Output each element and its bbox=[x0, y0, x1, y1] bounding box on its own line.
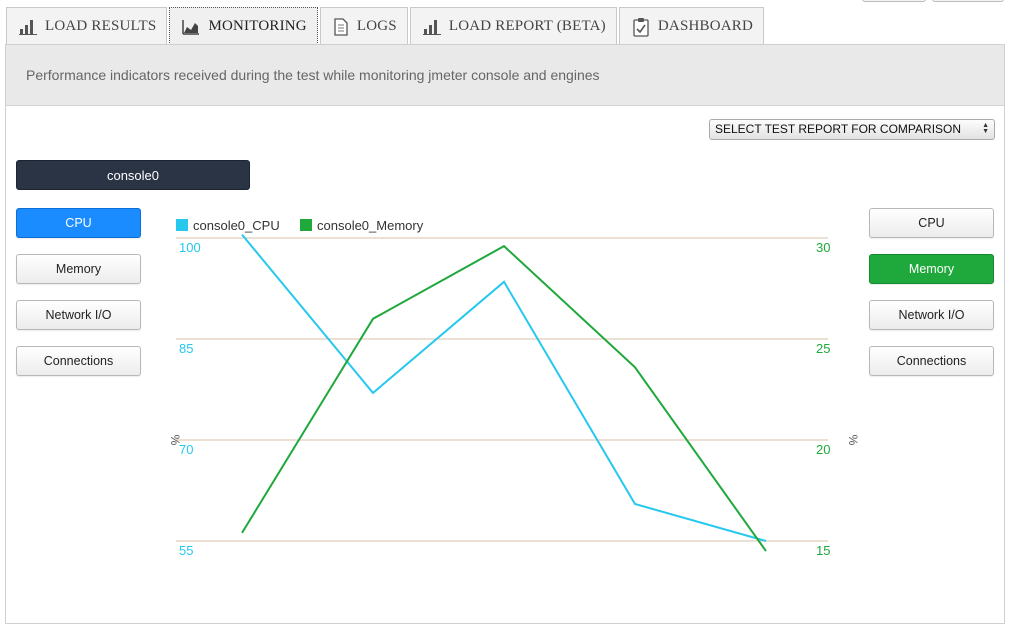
compare-select-label: SELECT TEST REPORT FOR COMPARISON bbox=[715, 122, 962, 136]
bar-chart-icon bbox=[19, 19, 37, 35]
document-icon bbox=[334, 17, 348, 36]
left-memory-button[interactable]: Memory bbox=[16, 254, 141, 284]
tab-load-results[interactable]: LOAD RESULTS bbox=[6, 7, 168, 45]
tab-label: LOAD RESULTS bbox=[45, 18, 157, 34]
button-label: Network I/O bbox=[898, 308, 965, 322]
right-cpu-button[interactable]: CPU bbox=[869, 208, 994, 238]
tab-load-report[interactable]: LOAD REPORT (BETA) bbox=[409, 7, 617, 45]
area-chart-icon bbox=[182, 19, 200, 35]
clipboard-check-icon bbox=[633, 17, 649, 37]
engine-select-button[interactable]: console0 bbox=[16, 160, 250, 190]
banner-text: Performance indicators received during t… bbox=[26, 67, 600, 83]
left-connections-button[interactable]: Connections bbox=[16, 346, 141, 376]
button-label: Memory bbox=[908, 262, 955, 276]
button-label: CPU bbox=[65, 216, 92, 230]
engine-label: console0 bbox=[106, 167, 160, 183]
tab-label: LOAD REPORT (BETA) bbox=[448, 18, 606, 34]
button-label: Network I/O bbox=[45, 308, 112, 322]
top-control-stub[interactable] bbox=[932, 0, 1004, 2]
right-memory-button[interactable]: Memory bbox=[869, 254, 994, 284]
tab-label: LOGS bbox=[356, 18, 397, 34]
tab-bar: LOAD RESULTS MONITORING LOGS LOAD REPORT… bbox=[6, 7, 766, 45]
top-control-stub[interactable] bbox=[862, 0, 926, 2]
monitoring-description: Performance indicators received during t… bbox=[6, 45, 1004, 106]
button-label: Connections bbox=[896, 354, 967, 368]
left-cpu-button[interactable]: CPU bbox=[16, 208, 141, 238]
tab-monitoring[interactable]: MONITORING bbox=[169, 7, 318, 45]
button-label: Connections bbox=[43, 354, 114, 368]
right-connections-button[interactable]: Connections bbox=[869, 346, 994, 376]
left-network-button[interactable]: Network I/O bbox=[16, 300, 141, 330]
bar-chart-icon bbox=[422, 19, 441, 35]
right-network-button[interactable]: Network I/O bbox=[869, 300, 994, 330]
tab-label: DASHBOARD bbox=[657, 18, 754, 34]
button-label: CPU bbox=[918, 216, 945, 230]
compare-report-select[interactable]: SELECT TEST REPORT FOR COMPARISON ▲ ▼ bbox=[709, 119, 995, 140]
select-arrows-icon: ▲ ▼ bbox=[982, 122, 989, 135]
tab-label: MONITORING bbox=[208, 18, 307, 34]
monitoring-panel: Performance indicators received during t… bbox=[5, 44, 1005, 624]
button-label: Memory bbox=[55, 262, 102, 276]
tab-dashboard[interactable]: DASHBOARD bbox=[618, 7, 765, 45]
tab-logs[interactable]: LOGS bbox=[319, 7, 408, 45]
